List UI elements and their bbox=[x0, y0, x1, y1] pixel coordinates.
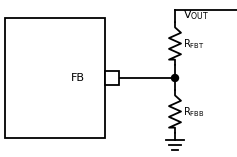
Text: V$_\mathregular{OUT}$: V$_\mathregular{OUT}$ bbox=[183, 8, 209, 22]
Text: R$_\mathregular{FBB}$: R$_\mathregular{FBB}$ bbox=[183, 105, 205, 119]
Bar bbox=[5, 18, 105, 138]
Bar bbox=[105, 71, 119, 85]
Text: FB: FB bbox=[71, 73, 85, 83]
Text: R$_\mathregular{FBT}$: R$_\mathregular{FBT}$ bbox=[183, 37, 205, 51]
Circle shape bbox=[172, 75, 178, 81]
